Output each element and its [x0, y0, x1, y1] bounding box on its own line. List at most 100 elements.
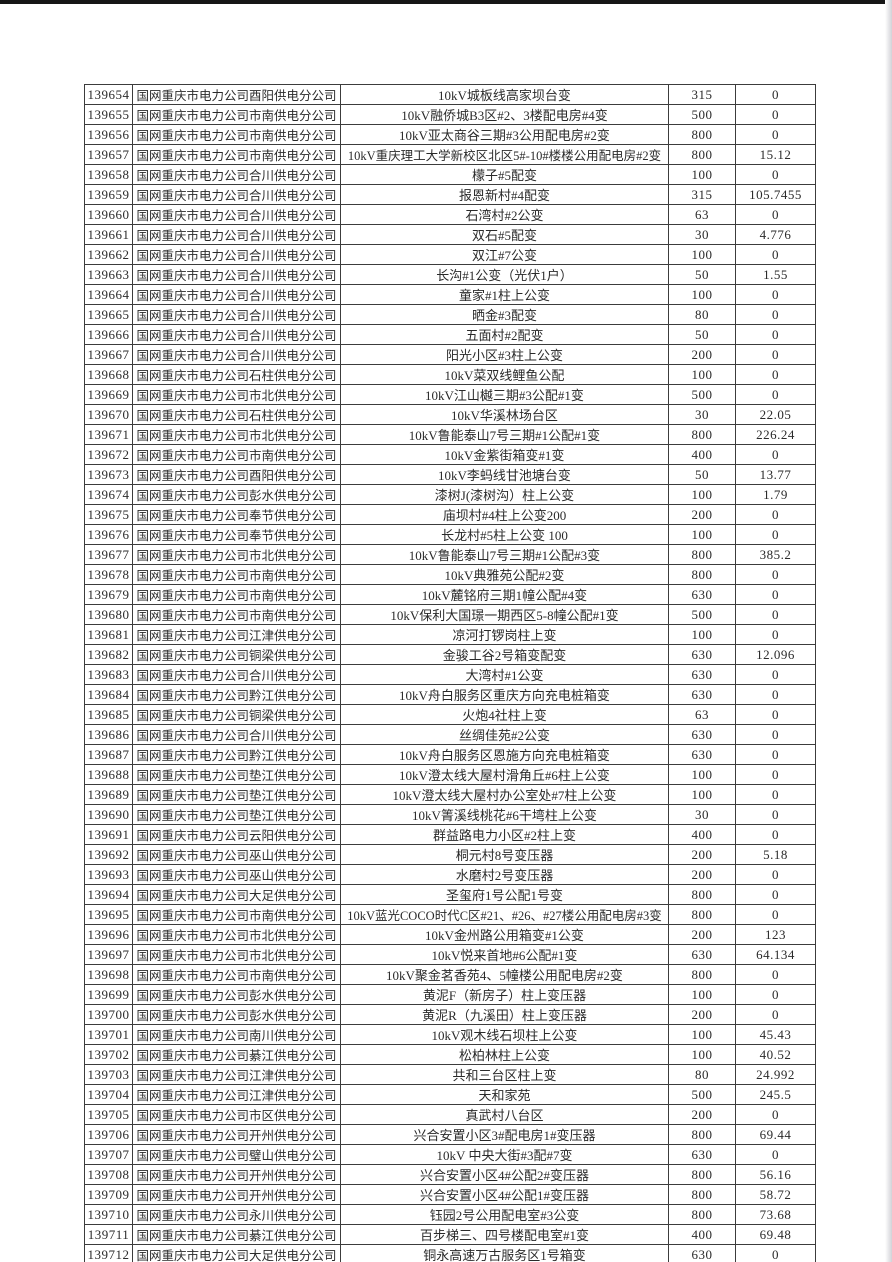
company-cell: 国网重庆市电力公司酉阳供电分公司 — [132, 464, 341, 485]
table-row: 139691 国网重庆市电力公司云阳供电分公司 群益路电力小区#2柱上变 400 0 — [84, 824, 816, 845]
station-name-cell: 10kV澄太线大屋村办公室处#7柱上公变 — [340, 784, 669, 805]
record-id-cell: 139657 — [84, 144, 133, 165]
station-name-cell: 大湾村#1公变 — [340, 664, 669, 685]
table-row: 139684 国网重庆市电力公司黔江供电分公司 10kV舟白服务区重庆方向充电桩箱变… — [84, 684, 816, 705]
company-cell: 国网重庆市电力公司市南供电分公司 — [132, 604, 341, 625]
table-row: 139661 国网重庆市电力公司合川供电分公司 双石#5配变 30 4.776 — [84, 224, 816, 245]
table-row: 139675 国网重庆市电力公司奉节供电分公司 庙坝村#4柱上公变200 200 0 — [84, 504, 816, 525]
capacity-kva-cell: 50 — [668, 464, 736, 485]
record-id-cell: 139676 — [84, 524, 133, 545]
company-cell: 国网重庆市电力公司合川供电分公司 — [132, 344, 341, 365]
record-id-cell: 139662 — [84, 244, 133, 265]
capacity-kva-cell: 30 — [668, 224, 736, 245]
table-row: 139687 国网重庆市电力公司黔江供电分公司 10kV舟白服务区恩施方向充电桩箱变… — [84, 744, 816, 765]
energy-value-cell: 13.77 — [735, 464, 816, 485]
company-cell: 国网重庆市电力公司垫江供电分公司 — [132, 764, 341, 785]
capacity-kva-cell: 80 — [668, 1064, 736, 1085]
table-row: 139688 国网重庆市电力公司垫江供电分公司 10kV澄太线大屋村滑角丘#6柱上公… — [84, 764, 816, 785]
energy-value-cell: 0 — [735, 384, 816, 405]
record-id-cell: 139689 — [84, 784, 133, 805]
table-row: 139701 国网重庆市电力公司南川供电分公司 10kV观木线石坝柱上公变 100 45… — [84, 1024, 816, 1045]
energy-value-cell: 0 — [735, 504, 816, 525]
table-row: 139700 国网重庆市电力公司彭水供电分公司 黄泥R（九溪田）柱上变压器 200 0 — [84, 1004, 816, 1025]
company-cell: 国网重庆市电力公司合川供电分公司 — [132, 244, 341, 265]
energy-value-cell: 24.992 — [735, 1064, 816, 1085]
energy-value-cell: 4.776 — [735, 224, 816, 245]
company-cell: 国网重庆市电力公司合川供电分公司 — [132, 324, 341, 345]
company-cell: 国网重庆市电力公司市北供电分公司 — [132, 924, 341, 945]
record-id-cell: 139668 — [84, 364, 133, 385]
capacity-kva-cell: 400 — [668, 1224, 736, 1245]
station-name-cell: 10kV城板线高家坝台变 — [340, 84, 669, 105]
table-row: 139704 国网重庆市电力公司江津供电分公司 天和家苑 500 245.5 — [84, 1084, 816, 1105]
company-cell: 国网重庆市电力公司市南供电分公司 — [132, 444, 341, 465]
company-cell: 国网重庆市电力公司铜梁供电分公司 — [132, 644, 341, 665]
energy-value-cell: 0 — [735, 444, 816, 465]
record-id-cell: 139710 — [84, 1204, 133, 1225]
capacity-kva-cell: 800 — [668, 1204, 736, 1225]
record-id-cell: 139674 — [84, 484, 133, 505]
table-row: 139680 国网重庆市电力公司市南供电分公司 10kV保利大国璟一期西区5-8幢公… — [84, 604, 816, 625]
table-row: 139673 国网重庆市电力公司酉阳供电分公司 10kV李蚂线甘池塘台变 50 13.7… — [84, 464, 816, 485]
company-cell: 国网重庆市电力公司合川供电分公司 — [132, 724, 341, 745]
record-id-cell: 139701 — [84, 1024, 133, 1045]
company-cell: 国网重庆市电力公司合川供电分公司 — [132, 304, 341, 325]
table-row: 139711 国网重庆市电力公司綦江供电分公司 百步梯三、四号楼配电室#1变 400 6… — [84, 1224, 816, 1245]
station-name-cell: 报恩新村#4配变 — [340, 184, 669, 205]
company-cell: 国网重庆市电力公司市北供电分公司 — [132, 424, 341, 445]
record-id-cell: 139671 — [84, 424, 133, 445]
energy-value-cell: 0 — [735, 664, 816, 685]
station-name-cell: 黄泥F（新房子）柱上变压器 — [340, 984, 669, 1005]
energy-value-cell: 0 — [735, 324, 816, 345]
energy-value-cell: 226.24 — [735, 424, 816, 445]
energy-value-cell: 0 — [735, 864, 816, 885]
capacity-kva-cell: 630 — [668, 1244, 736, 1262]
energy-value-cell: 0 — [735, 964, 816, 985]
company-cell: 国网重庆市电力公司铜梁供电分公司 — [132, 704, 341, 725]
energy-value-cell: 385.2 — [735, 544, 816, 565]
company-cell: 国网重庆市电力公司合川供电分公司 — [132, 224, 341, 245]
company-cell: 国网重庆市电力公司巫山供电分公司 — [132, 844, 341, 865]
station-name-cell: 10kV保利大国璟一期西区5-8幢公配#1变 — [340, 604, 669, 625]
table-row: 139665 国网重庆市电力公司合川供电分公司 晒金#3配变 80 0 — [84, 304, 816, 325]
company-cell: 国网重庆市电力公司江津供电分公司 — [132, 1084, 341, 1105]
table-row: 139693 国网重庆市电力公司巫山供电分公司 水磨村2号变压器 200 0 — [84, 864, 816, 885]
station-name-cell: 钰园2号公用配电室#3公变 — [340, 1204, 669, 1225]
record-id-cell: 139696 — [84, 924, 133, 945]
table-row: 139689 国网重庆市电力公司垫江供电分公司 10kV澄太线大屋村办公室处#7柱上… — [84, 784, 816, 805]
company-cell: 国网重庆市电力公司市南供电分公司 — [132, 904, 341, 925]
table-row: 139656 国网重庆市电力公司市南供电分公司 10kV亚太商谷三期#3公用配电房#… — [84, 124, 816, 145]
energy-value-cell: 0 — [735, 764, 816, 785]
station-name-cell: 双石#5配变 — [340, 224, 669, 245]
station-name-cell: 10kV融侨城B3区#2、3楼配电房#4变 — [340, 104, 669, 125]
capacity-kva-cell: 100 — [668, 244, 736, 265]
station-name-cell: 庙坝村#4柱上公变200 — [340, 504, 669, 525]
station-name-cell: 群益路电力小区#2柱上变 — [340, 824, 669, 845]
company-cell: 国网重庆市电力公司酉阳供电分公司 — [132, 84, 341, 105]
station-name-cell: 五面村#2配变 — [340, 324, 669, 345]
record-id-cell: 139655 — [84, 104, 133, 125]
table-row: 139710 国网重庆市电力公司永川供电分公司 钰园2号公用配电室#3公变 800 73… — [84, 1204, 816, 1225]
station-name-cell: 童家#1柱上公变 — [340, 284, 669, 305]
energy-value-cell: 0 — [735, 724, 816, 745]
capacity-kva-cell: 500 — [668, 604, 736, 625]
table-row: 139683 国网重庆市电力公司合川供电分公司 大湾村#1公变 630 0 — [84, 664, 816, 685]
capacity-kva-cell: 100 — [668, 364, 736, 385]
table-row: 139660 国网重庆市电力公司合川供电分公司 石湾村#2公变 63 0 — [84, 204, 816, 225]
record-id-cell: 139669 — [84, 384, 133, 405]
capacity-kva-cell: 100 — [668, 984, 736, 1005]
top-edge-bar — [0, 0, 892, 4]
company-cell: 国网重庆市电力公司市北供电分公司 — [132, 384, 341, 405]
record-id-cell: 139678 — [84, 564, 133, 585]
company-cell: 国网重庆市电力公司合川供电分公司 — [132, 164, 341, 185]
table-row: 139696 国网重庆市电力公司市北供电分公司 10kV金州路公用箱变#1公变 200… — [84, 924, 816, 945]
energy-value-cell: 0 — [735, 124, 816, 145]
company-cell: 国网重庆市电力公司江津供电分公司 — [132, 624, 341, 645]
table-row: 139681 国网重庆市电力公司江津供电分公司 凉河打锣岗柱上变 100 0 — [84, 624, 816, 645]
company-cell: 国网重庆市电力公司綦江供电分公司 — [132, 1044, 341, 1065]
capacity-kva-cell: 100 — [668, 164, 736, 185]
table-row: 139708 国网重庆市电力公司开州供电分公司 兴合安置小区4#公配2#变压器 800… — [84, 1164, 816, 1185]
company-cell: 国网重庆市电力公司合川供电分公司 — [132, 284, 341, 305]
energy-value-cell: 73.68 — [735, 1204, 816, 1225]
record-id-cell: 139686 — [84, 724, 133, 745]
